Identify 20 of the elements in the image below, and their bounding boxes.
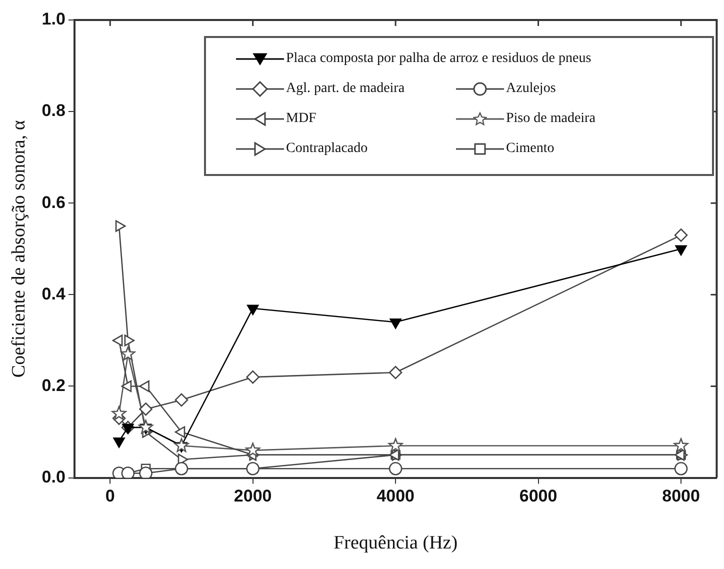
y-tick-label: 0.2 <box>42 376 66 395</box>
legend-label: Contraplacado <box>286 141 368 157</box>
y-tick-label: 0.8 <box>42 101 66 120</box>
y-tick-label: 0.0 <box>42 467 66 486</box>
x-tick-label: 8000 <box>662 486 700 506</box>
x-tick-label: 0 <box>105 486 115 506</box>
legend-label: MDF <box>286 111 316 127</box>
y-tick-label: 0.6 <box>42 192 66 212</box>
x-axis-title: Frequência (Hz) <box>334 532 458 554</box>
y-tick-label: 1.0 <box>42 10 66 29</box>
legend-label: Azulejos <box>506 81 556 97</box>
legend-label: Agl. part. de madeira <box>286 81 405 97</box>
x-tick-label: 6000 <box>519 486 558 506</box>
legend-label: Placa composta por palha de arroz e residuos de pneus <box>286 51 592 67</box>
y-axis-title: Coeficiente de absorção sonora, α <box>8 120 30 378</box>
legend-label: Piso de madeira <box>506 111 596 127</box>
x-tick-label: 4000 <box>376 486 414 506</box>
legend-label: Cimento <box>506 141 554 157</box>
x-tick-label: 2000 <box>234 486 272 506</box>
y-tick-label: 0.4 <box>42 284 66 304</box>
